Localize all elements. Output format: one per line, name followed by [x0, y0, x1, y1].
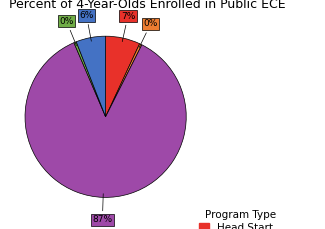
Text: 7%: 7% [121, 11, 135, 42]
Wedge shape [76, 36, 106, 117]
Wedge shape [106, 36, 140, 117]
Wedge shape [25, 43, 186, 197]
Text: 6%: 6% [79, 11, 94, 41]
Wedge shape [106, 44, 142, 117]
Legend: Head Start, Special Ed, Other public, Other/None, Pre-K: Head Start, Special Ed, Other public, Ot… [195, 207, 285, 229]
Text: 0%: 0% [59, 17, 76, 46]
Wedge shape [74, 42, 106, 117]
Text: Percent of 4-Year-Olds Enrolled in Public ECE: Percent of 4-Year-Olds Enrolled in Publi… [9, 0, 286, 11]
Text: 0%: 0% [139, 19, 158, 48]
Text: 87%: 87% [92, 194, 112, 224]
